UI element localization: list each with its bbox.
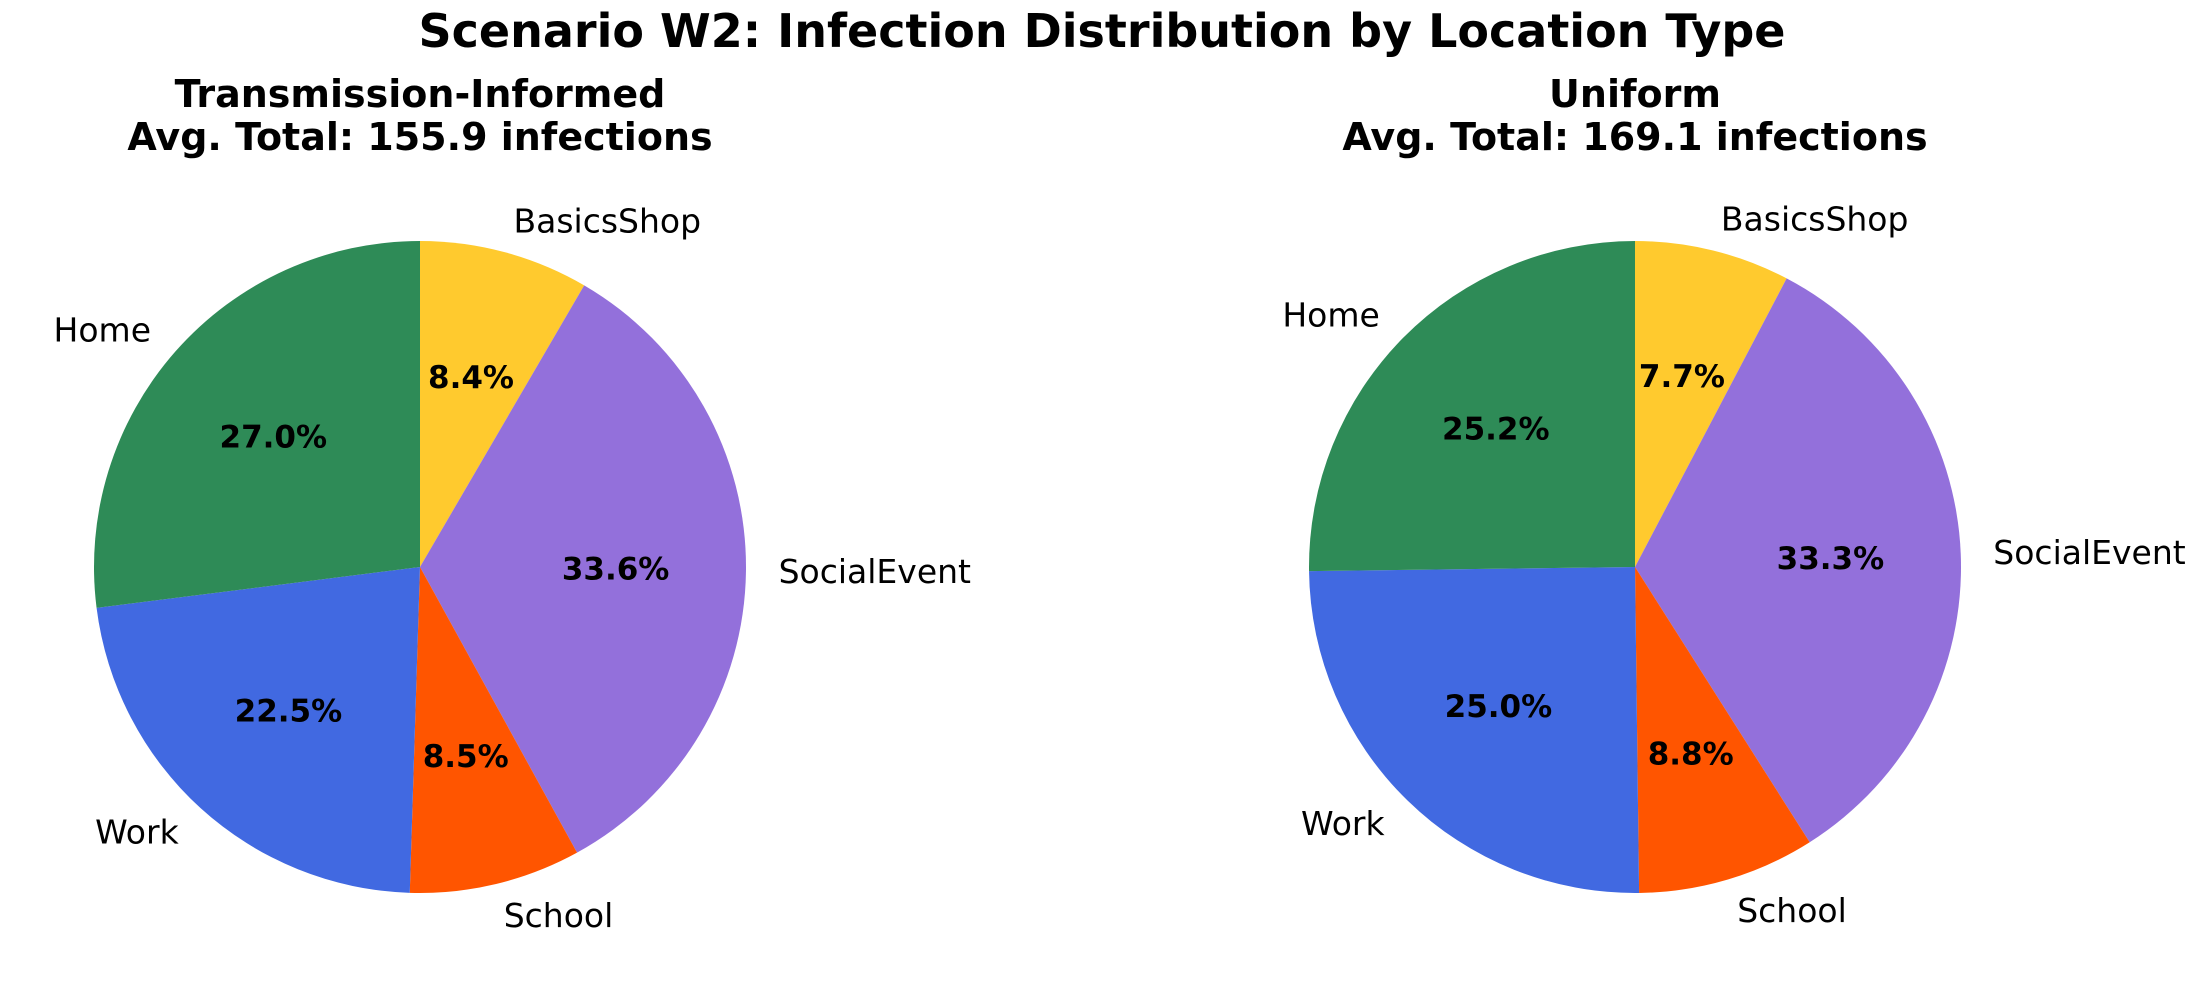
- figure-suptitle: Scenario W2: Infection Distribution by L…: [419, 4, 1786, 58]
- slice-label-basicsshop: BasicsShop: [1721, 199, 1909, 238]
- slice-label-work: Work: [95, 813, 179, 852]
- percent-label-basicsshop: 8.4%: [428, 360, 514, 396]
- percent-label-work: 25.0%: [1445, 689, 1553, 725]
- pie-title: Transmission-Informed: [175, 72, 666, 116]
- percent-label-basicsshop: 7.7%: [1639, 359, 1725, 395]
- slice-label-school: School: [1737, 891, 1847, 930]
- pie-slice-home: [1309, 241, 1635, 572]
- slice-label-home: Home: [1282, 296, 1379, 335]
- pie-slice-school: [1635, 567, 1810, 893]
- percent-label-school: 8.5%: [423, 739, 509, 775]
- slice-label-school: School: [504, 896, 614, 935]
- percent-label-socialevent: 33.3%: [1777, 541, 1885, 577]
- pie-slice-home: [93, 241, 420, 608]
- slice-label-socialevent: SocialEvent: [1993, 533, 2185, 572]
- pie-slice-work: [96, 567, 420, 893]
- percent-label-work: 22.5%: [235, 694, 343, 730]
- pie-subtitle: Avg. Total: 169.1 infections: [1342, 115, 1927, 159]
- pie-chart-uniform: Uniform Avg. Total: 169.1 infections Bas…: [1282, 72, 2185, 930]
- slice-label-work: Work: [1301, 804, 1385, 843]
- pie-slice-socialevent: [1635, 278, 1962, 843]
- percent-label-home: 27.0%: [220, 420, 328, 456]
- pie-slice-work: [1309, 567, 1640, 893]
- pie-slice-basicsshop: [1635, 241, 1787, 567]
- percent-label-socialevent: 33.6%: [562, 552, 670, 588]
- slice-label-basicsshop: BasicsShop: [514, 201, 702, 240]
- percent-label-home: 25.2%: [1442, 412, 1550, 448]
- percent-label-school: 8.8%: [1648, 737, 1734, 773]
- pie-slice-socialevent: [420, 285, 747, 853]
- pie-title: Uniform: [1549, 72, 1721, 116]
- pie-slice-basicsshop: [420, 241, 585, 567]
- pie-subtitle: Avg. Total: 155.9 infections: [127, 115, 712, 159]
- pie-slice-school: [409, 567, 578, 894]
- slice-label-home: Home: [54, 310, 151, 349]
- slice-label-socialevent: SocialEvent: [779, 552, 971, 591]
- pie-chart-transmission-informed: Transmission-Informed Avg. Total: 155.9 …: [54, 72, 971, 935]
